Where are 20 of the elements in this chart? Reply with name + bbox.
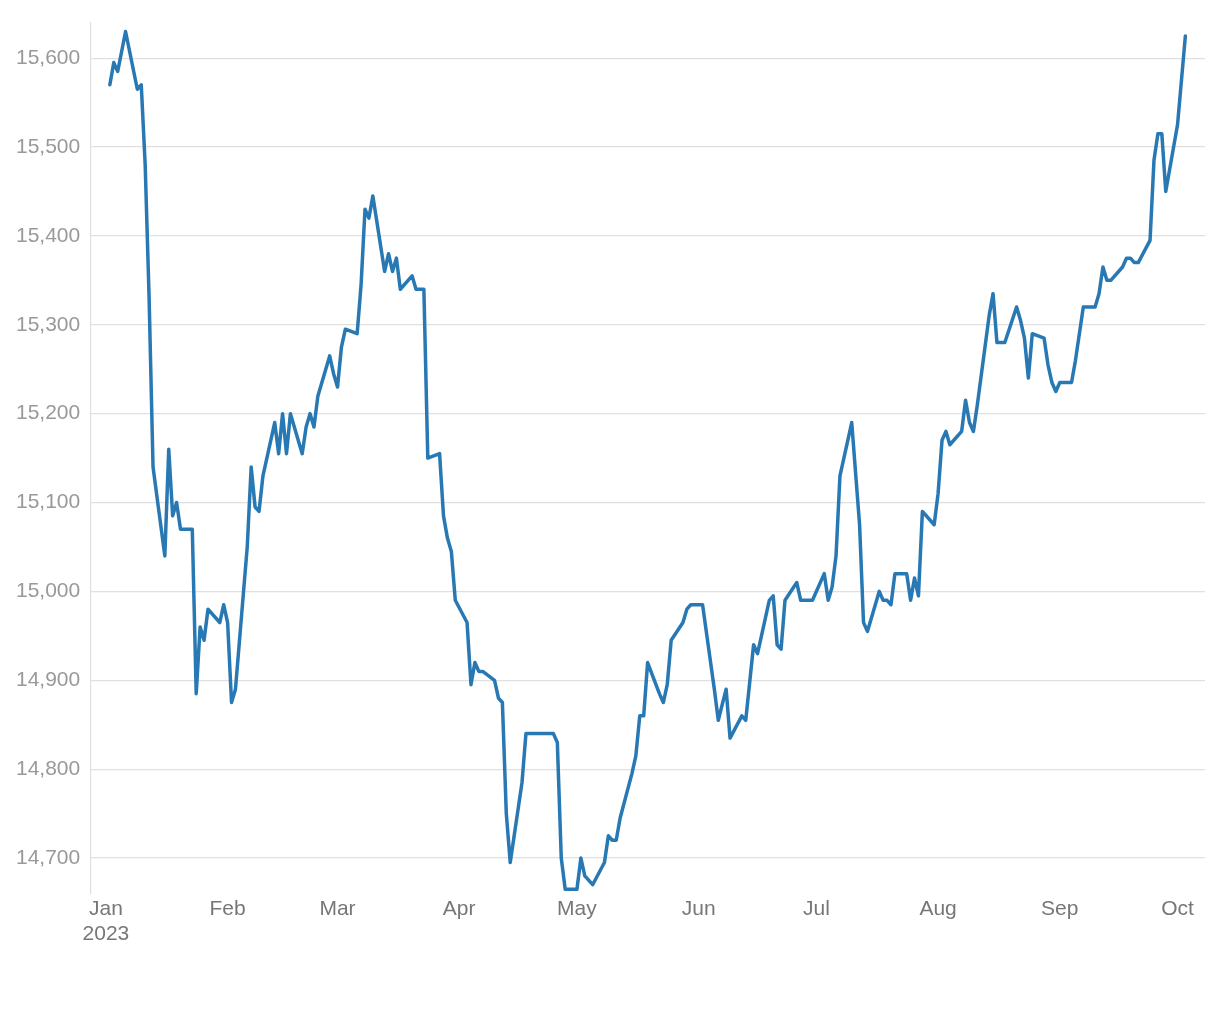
x-tick-label: Mar (319, 896, 356, 919)
y-tick-label: 15,200 (16, 400, 81, 424)
x-tick-label: Apr (442, 896, 476, 919)
x-tick-label: Jun (681, 896, 716, 919)
x-tick-label: Feb (209, 896, 246, 919)
y-tick-label: 15,400 (16, 222, 81, 246)
y-tick-label: 15,100 (16, 489, 81, 513)
y-tick-label: 14,700 (16, 844, 81, 868)
x-tick-label: May (557, 896, 598, 919)
x-tick-label: Sep (1041, 896, 1079, 919)
y-tick-label: 14,800 (16, 755, 81, 779)
y-tick-label: 15,300 (16, 311, 81, 335)
y-tick-label: 15,600 (16, 44, 81, 68)
x-tick-label: Aug (919, 896, 957, 919)
x-tick-label: Oct (1161, 896, 1195, 919)
y-tick-label: 15,000 (16, 578, 81, 602)
y-tick-label: 14,900 (16, 667, 81, 691)
x-tick-label: Jul (802, 896, 830, 919)
x-tick-label: Jan 2023 (82, 896, 130, 945)
y-tick-label: 15,500 (16, 133, 81, 157)
